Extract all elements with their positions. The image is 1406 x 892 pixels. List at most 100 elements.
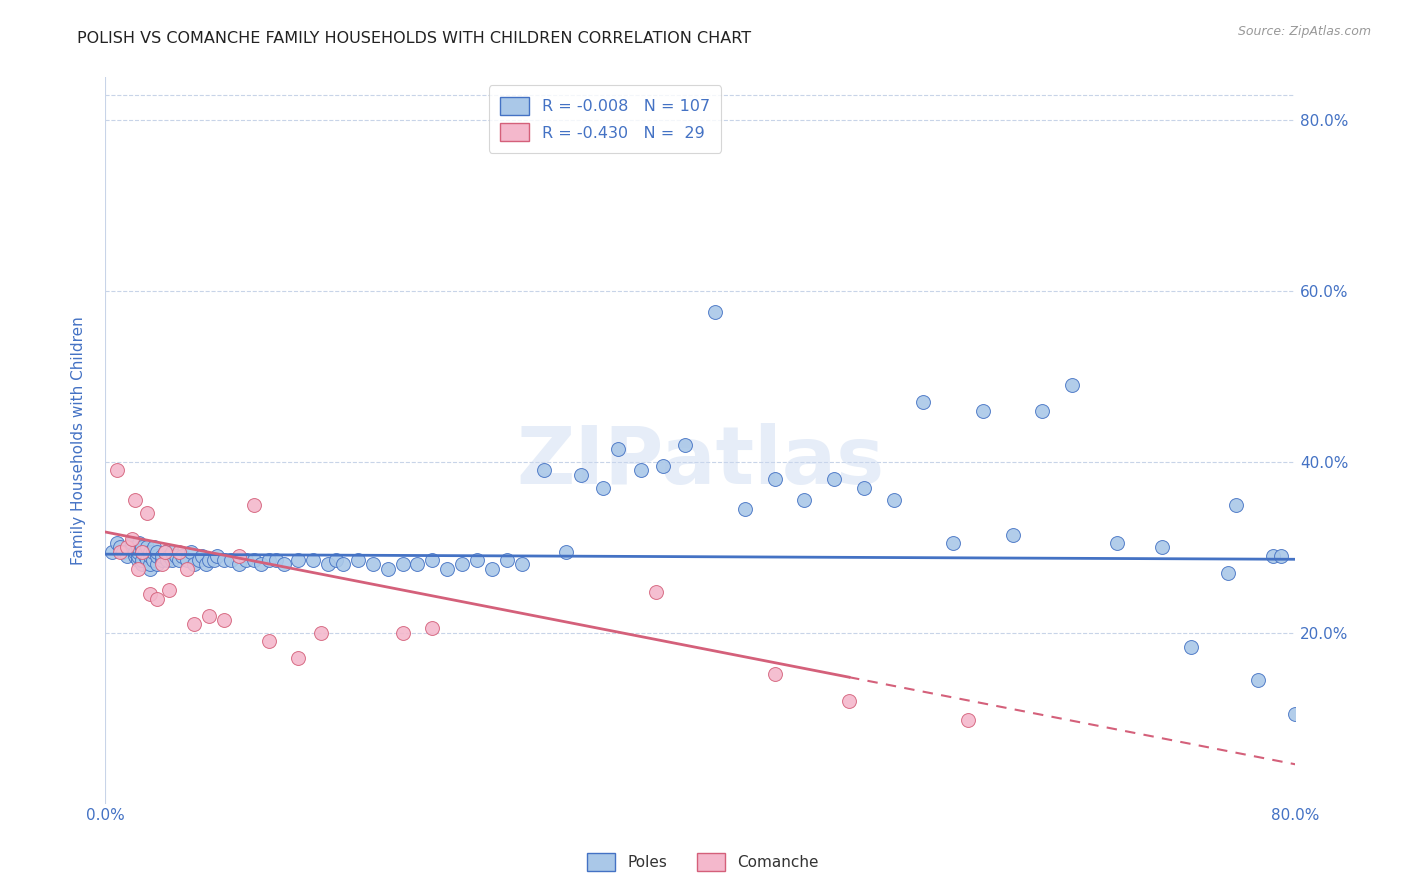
Point bbox=[138, 549, 160, 563]
Point bbox=[134, 544, 156, 558]
Point bbox=[138, 587, 160, 601]
Point bbox=[243, 498, 266, 512]
Point bbox=[287, 651, 309, 665]
Point bbox=[734, 501, 756, 516]
Point bbox=[127, 544, 149, 558]
Point bbox=[257, 634, 280, 648]
Point bbox=[180, 544, 202, 558]
Point bbox=[205, 549, 228, 563]
Point bbox=[108, 544, 131, 558]
Point bbox=[183, 558, 205, 572]
Point bbox=[942, 536, 965, 550]
Point bbox=[150, 549, 173, 563]
Point bbox=[332, 558, 354, 572]
Point bbox=[391, 625, 413, 640]
Point bbox=[198, 608, 221, 623]
Point bbox=[142, 544, 165, 558]
Point bbox=[135, 541, 157, 555]
Point bbox=[607, 442, 630, 456]
Point bbox=[176, 562, 198, 576]
Point bbox=[117, 549, 139, 563]
Point bbox=[228, 549, 250, 563]
Point bbox=[146, 549, 169, 563]
Point bbox=[644, 584, 666, 599]
Point bbox=[957, 713, 980, 727]
Point bbox=[316, 558, 339, 572]
Point bbox=[124, 493, 146, 508]
Text: ZIPatlas: ZIPatlas bbox=[516, 424, 884, 501]
Point bbox=[153, 544, 176, 558]
Point bbox=[673, 438, 696, 452]
Point bbox=[793, 493, 815, 508]
Point bbox=[146, 558, 169, 572]
Point bbox=[972, 403, 994, 417]
Point bbox=[127, 549, 149, 563]
Point bbox=[143, 541, 166, 555]
Point bbox=[883, 493, 905, 508]
Point bbox=[1062, 378, 1084, 392]
Point bbox=[406, 558, 429, 572]
Point bbox=[250, 558, 273, 572]
Point bbox=[121, 536, 143, 550]
Point bbox=[202, 553, 225, 567]
Point bbox=[309, 625, 332, 640]
Point bbox=[127, 553, 149, 567]
Point bbox=[128, 536, 150, 550]
Point bbox=[495, 553, 517, 567]
Point bbox=[105, 536, 128, 550]
Point bbox=[481, 562, 503, 576]
Point bbox=[852, 481, 875, 495]
Point bbox=[138, 562, 160, 576]
Point bbox=[451, 558, 474, 572]
Point bbox=[146, 591, 169, 606]
Point bbox=[273, 558, 295, 572]
Point bbox=[160, 553, 183, 567]
Point bbox=[763, 666, 786, 681]
Point bbox=[131, 544, 153, 558]
Point bbox=[243, 553, 266, 567]
Point bbox=[212, 613, 235, 627]
Point bbox=[157, 582, 180, 597]
Point bbox=[652, 459, 675, 474]
Point bbox=[150, 553, 173, 567]
Text: Source: ZipAtlas.com: Source: ZipAtlas.com bbox=[1237, 25, 1371, 38]
Point bbox=[1247, 673, 1270, 687]
Point bbox=[569, 467, 592, 482]
Point bbox=[198, 553, 221, 567]
Point bbox=[510, 558, 533, 572]
Point bbox=[287, 553, 309, 567]
Point bbox=[1218, 566, 1240, 580]
Point bbox=[190, 549, 212, 563]
Point bbox=[135, 506, 157, 520]
Point bbox=[121, 541, 143, 555]
Point bbox=[138, 558, 160, 572]
Point bbox=[117, 541, 139, 555]
Point bbox=[176, 553, 198, 567]
Point bbox=[135, 553, 157, 567]
Point bbox=[436, 562, 458, 576]
Point bbox=[105, 463, 128, 477]
Point bbox=[302, 553, 325, 567]
Point bbox=[1031, 403, 1053, 417]
Point bbox=[183, 617, 205, 632]
Point bbox=[153, 544, 176, 558]
Point bbox=[704, 305, 727, 319]
Point bbox=[124, 544, 146, 558]
Point bbox=[160, 544, 183, 558]
Point bbox=[347, 553, 370, 567]
Point bbox=[172, 549, 194, 563]
Point bbox=[465, 553, 488, 567]
Point bbox=[127, 562, 149, 576]
Point bbox=[169, 553, 191, 567]
Point bbox=[763, 472, 786, 486]
Point bbox=[221, 553, 243, 567]
Point bbox=[325, 553, 347, 567]
Point bbox=[257, 553, 280, 567]
Point bbox=[1105, 536, 1128, 550]
Point bbox=[108, 541, 131, 555]
Point bbox=[391, 558, 413, 572]
Point bbox=[361, 558, 384, 572]
Point bbox=[101, 544, 124, 558]
Point bbox=[630, 463, 652, 477]
Point bbox=[142, 553, 165, 567]
